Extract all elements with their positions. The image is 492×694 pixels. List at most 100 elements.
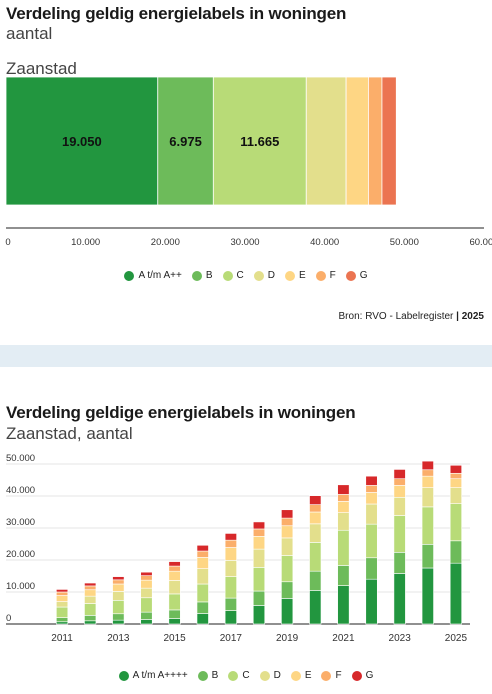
y-tick-label: 10.000	[6, 581, 35, 592]
legend-label: F	[335, 670, 342, 681]
legend-item-e: E	[290, 670, 312, 681]
bar-segment	[281, 517, 294, 527]
legend-swatch	[197, 670, 208, 681]
legend-item-c: C	[228, 670, 250, 681]
legend-label: A t/m A++	[138, 270, 182, 281]
bar-segment	[309, 495, 322, 505]
bar-segment	[196, 583, 209, 603]
bar-segment	[112, 576, 125, 581]
bar-segment	[449, 540, 462, 564]
legend-swatch	[228, 670, 239, 681]
bar-segment	[281, 537, 294, 556]
bar-segment	[224, 560, 237, 577]
legend-item-d: D	[259, 670, 281, 681]
x-tick-label: 2023	[389, 633, 412, 644]
bar-segment	[168, 570, 181, 581]
bar-segment	[56, 606, 69, 618]
legend-swatch	[351, 670, 362, 681]
legend-label: A t/m A++++	[132, 670, 188, 681]
bar-segment	[196, 613, 209, 625]
bar-segment	[449, 472, 462, 480]
bar-segment	[337, 494, 350, 502]
data-label-b: 6.975	[169, 134, 202, 149]
legend-swatch	[284, 270, 295, 281]
bar-segment-g	[381, 76, 397, 206]
legend-label: D	[267, 270, 275, 281]
bar-segment	[84, 589, 97, 597]
x-tick-label: 20.000	[151, 237, 180, 248]
legend-swatch	[290, 670, 301, 681]
bar-segment	[365, 503, 378, 525]
bar-segment	[224, 610, 237, 625]
legend-item-f: F	[315, 270, 336, 281]
data-label-a: 19.050	[62, 134, 102, 149]
bar-segment	[56, 621, 69, 625]
legend-swatch	[222, 270, 233, 281]
category-label: Zaanstad	[6, 59, 77, 78]
bar-segment	[281, 598, 294, 625]
legend-item-g: G	[345, 270, 368, 281]
bar-segment	[112, 583, 125, 592]
horizontal-stacked-bar-chart: Zaanstad 19.050 6.975 11.665 0 10.000 20.000 30…	[5, 59, 492, 248]
bar-segment	[140, 579, 153, 589]
legend-label: D	[273, 670, 281, 681]
legend-item-c: C	[222, 270, 244, 281]
x-tick-label: 60.000	[469, 237, 492, 248]
bar-segment	[140, 587, 153, 599]
bar-segment	[337, 512, 350, 531]
bar-segment-d	[305, 76, 347, 206]
bar-segment	[393, 485, 406, 498]
legend-swatch	[321, 670, 332, 681]
chart2-subtitle: Zaanstad, aantal	[6, 424, 133, 443]
bar-segment	[337, 501, 350, 513]
x-tick-label: 2019	[276, 633, 299, 644]
chart1-legend: A t/m A++ B C D E F G	[0, 270, 492, 281]
bar-segment	[449, 562, 462, 625]
bar-segment	[140, 597, 153, 613]
legend-label: C	[242, 670, 250, 681]
x-tick-label: 2013	[107, 633, 130, 644]
bar-segment	[224, 576, 237, 599]
bar-segment	[309, 523, 322, 543]
bar-segment	[196, 557, 209, 569]
legend-label: E	[304, 670, 312, 681]
bar-segment	[365, 485, 378, 493]
bar-segment	[56, 601, 69, 608]
x-tick-label: 2021	[332, 633, 355, 644]
bar-segment	[84, 620, 97, 625]
x-tick-label: 40.000	[310, 237, 339, 248]
legend-item-e: E	[284, 270, 306, 281]
bar-segment	[281, 555, 294, 583]
x-tick-label: 2025	[445, 633, 468, 644]
legend-swatch	[191, 270, 202, 281]
stacked-column-chart: 0 10.000 20.000 30.000 40.000 50.000 2011 2013 2…	[6, 453, 470, 644]
bar-segment	[393, 478, 406, 486]
bar-segment	[224, 533, 237, 541]
bar-segment	[196, 568, 209, 585]
bar-segment	[112, 619, 125, 625]
y-tick-label: 50.000	[6, 453, 35, 464]
bar-segment-c	[212, 76, 307, 206]
bar-segment	[252, 521, 266, 530]
bar-segment	[84, 585, 97, 591]
legend-label: G	[365, 670, 374, 681]
bar-segment	[393, 469, 406, 480]
bar-segment	[421, 475, 434, 488]
bar-segment	[281, 509, 294, 519]
bar-segment	[365, 557, 378, 580]
x-tick-label: 0	[5, 237, 10, 248]
data-label-c: 11.665	[240, 134, 279, 149]
bar-segment	[84, 603, 97, 616]
legend-item-f: F	[321, 670, 342, 681]
bar-segment	[281, 581, 294, 599]
x-tick-label: 2015	[163, 633, 186, 644]
chart1-subtitle: aantal	[6, 24, 53, 43]
legend-swatch	[345, 270, 356, 281]
y-tick-label: 30.000	[6, 517, 35, 528]
legend-item-b: B	[191, 270, 213, 281]
source-year: | 2025	[456, 311, 484, 322]
bar-segment	[449, 503, 462, 542]
bar-segment	[56, 595, 69, 602]
source-text: Bron: RVO - Labelregister	[338, 311, 454, 322]
bar-segment	[56, 589, 69, 593]
